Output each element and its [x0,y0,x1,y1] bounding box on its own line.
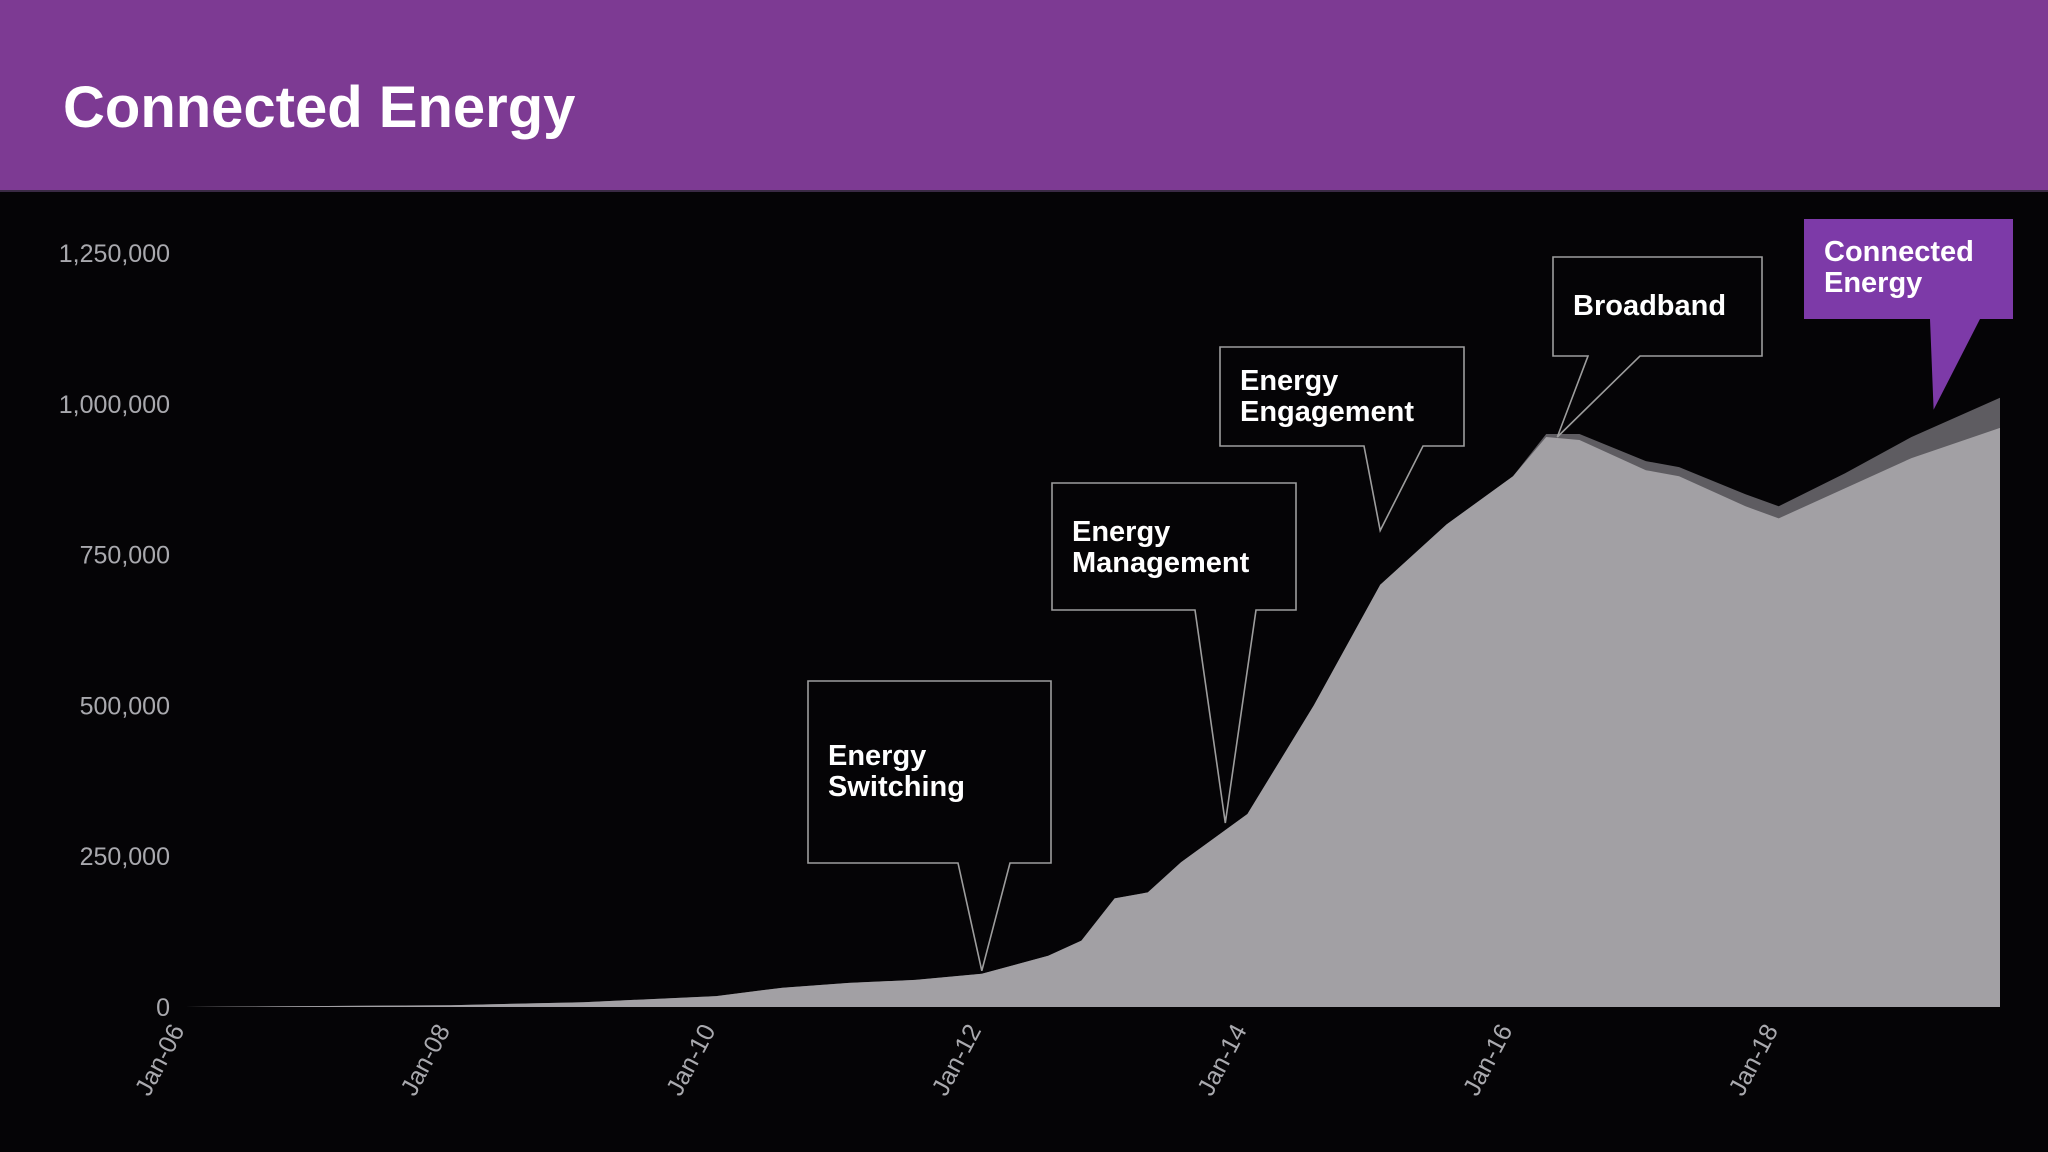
y-tick-label: 1,250,000 [59,240,170,268]
callout-bubble [1219,346,1465,533]
x-tick-label: Jan-18 [1723,1020,1784,1101]
x-tick-label: Jan-12 [927,1020,988,1101]
callout-label: Energy [828,740,926,772]
callout-label: Engagement [1240,396,1414,428]
callout-label: Broadband [1573,290,1726,322]
header-bar: Connected Energy [0,0,2048,192]
page-title: Connected Energy [63,75,576,140]
y-tick-label: 500,000 [80,692,170,720]
x-tick-label: Jan-14 [1192,1020,1253,1101]
callout-bubble [1804,219,2013,410]
x-tick-label: Jan-08 [395,1020,456,1101]
y-tick-label: 1,000,000 [59,391,170,419]
callout-bubble [1552,256,1763,438]
callout-label: Connected [1824,236,1974,268]
chart-area: 0 250,000 500,000 750,000 1,000,000 1,250,000… [0,192,2048,1152]
callout-label: Switching [828,771,965,803]
callout-label: Energy [1824,267,1922,299]
callout-bubble [1051,482,1297,824]
x-tick-label: Jan-06 [130,1020,191,1101]
y-tick-label: 250,000 [80,843,170,871]
area-chart: 0 250,000 500,000 750,000 1,000,000 1,250,000… [59,219,2013,1101]
callout-label: Energy [1240,365,1338,397]
x-tick-label: Jan-10 [661,1020,722,1101]
callout-broadband: Broadband [1552,256,1763,438]
y-tick-label: 0 [156,994,170,1022]
area-series-main [185,427,2000,1007]
y-tick-label: 750,000 [80,542,170,570]
callout-label: Management [1072,547,1250,579]
x-tick-label: Jan-16 [1458,1020,1519,1101]
callout-label: Energy [1072,516,1170,548]
callout-bubble [807,680,1052,972]
